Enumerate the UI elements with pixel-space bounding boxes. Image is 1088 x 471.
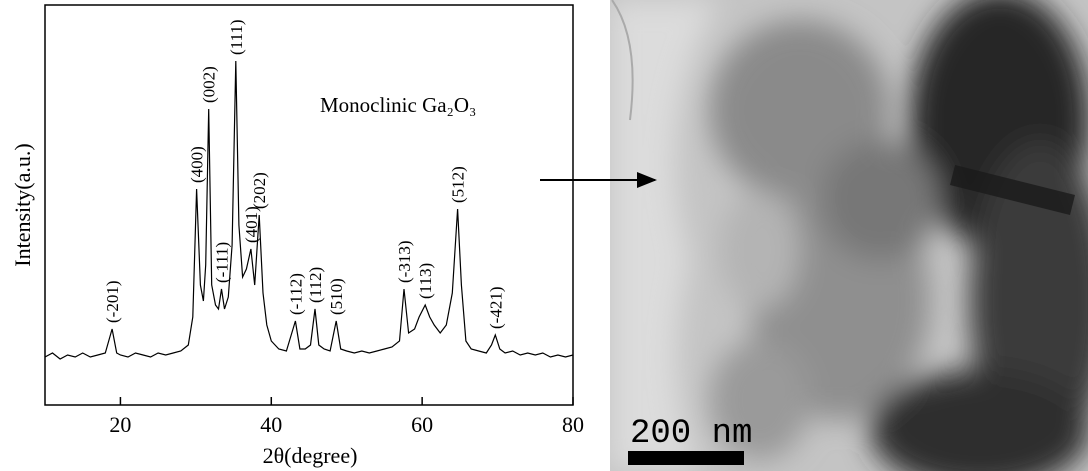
peak-label: (-112) xyxy=(286,273,305,315)
x-axis-label: 2θ(degree) xyxy=(263,443,358,468)
peak-label: (-313) xyxy=(395,241,414,283)
tem-image xyxy=(610,0,1088,471)
y-axis-label: Intensity(a.u.) xyxy=(10,143,35,266)
peak-label: (113) xyxy=(416,263,435,299)
peak-label: (400) xyxy=(188,146,207,183)
peak-label: (202) xyxy=(250,172,269,209)
peak-label: (512) xyxy=(449,166,468,203)
x-tick-label: 20 xyxy=(109,412,131,437)
figure: 200 nm Monoclinic Ga₂O₃ 2θ(degree) Inten… xyxy=(0,0,1088,471)
x-tick-label: 60 xyxy=(411,412,433,437)
scale-label: 200 nm xyxy=(630,415,752,453)
peak-label: (401) xyxy=(242,206,261,243)
peak-label: (-421) xyxy=(486,287,505,329)
x-tick-label: 80 xyxy=(562,412,584,437)
peak-label: (002) xyxy=(200,66,219,103)
peak-label: (112) xyxy=(306,267,325,303)
peak-label: (-111) xyxy=(213,242,232,283)
peak-label: (510) xyxy=(327,278,346,315)
chart-title: Monoclinic Ga₂O₃ xyxy=(320,93,476,117)
plot-frame xyxy=(45,5,573,405)
x-tick-label: 40 xyxy=(260,412,282,437)
peak-label: (-201) xyxy=(103,281,122,323)
scale-bar xyxy=(628,451,744,465)
peak-label: (111) xyxy=(227,19,246,55)
